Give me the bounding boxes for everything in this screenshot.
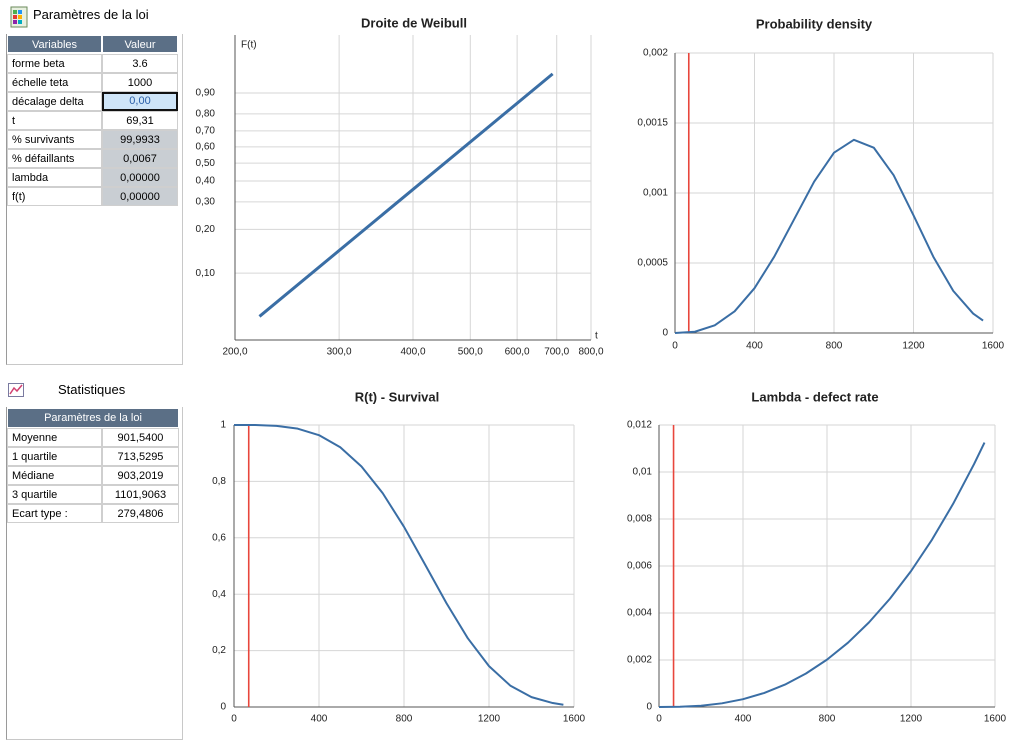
stat-value: 1101,9063	[102, 485, 179, 504]
variable-value: 99,9933	[102, 130, 178, 149]
y-tick-label: 0,10	[196, 268, 216, 279]
x-tick-label: 500,0	[458, 347, 483, 358]
y-tick-label: 0,004	[627, 608, 652, 619]
y-axis-label: F(t)	[241, 40, 257, 51]
stat-value: 903,2019	[102, 466, 179, 485]
x-tick-label: 700,0	[544, 347, 569, 358]
y-tick-label: 0	[220, 702, 226, 713]
y-tick-label: 0	[646, 702, 652, 713]
stat-value: 279,4806	[102, 504, 179, 523]
chart-title: Probability density	[756, 16, 873, 31]
y-tick-label: 0,006	[627, 561, 652, 572]
y-tick-label: 0,001	[643, 188, 668, 199]
panel-frame	[6, 34, 183, 365]
data-line	[658, 442, 986, 708]
x-tick-label: 800,0	[578, 347, 603, 358]
y-tick-label: 0,20	[196, 224, 216, 235]
y-tick-label: 0,70	[196, 126, 216, 137]
variable-value[interactable]: 69,31	[102, 111, 178, 130]
x-tick-label: 400,0	[400, 347, 425, 358]
y-tick-label: 0,01	[633, 467, 653, 478]
y-tick-label: 0,008	[627, 514, 652, 525]
variable-name: forme beta	[7, 54, 102, 73]
variable-name: % survivants	[7, 130, 102, 149]
y-tick-label: 0,0005	[637, 258, 668, 269]
y-tick-label: 0,6	[212, 532, 226, 543]
chart-title: Lambda - defect rate	[751, 389, 878, 404]
x-tick-label: 800	[819, 714, 836, 725]
x-axis-label: t	[595, 331, 598, 342]
x-tick-label: 1600	[984, 714, 1007, 725]
variable-value: 0,0067	[102, 149, 178, 168]
variable-value[interactable]: 0,00	[102, 92, 178, 111]
x-tick-label: 0	[656, 714, 662, 725]
stats-icon	[8, 383, 24, 397]
y-tick-label: 0,80	[196, 109, 216, 120]
y-tick-label: 0,30	[196, 197, 216, 208]
y-tick-label: 0,2	[212, 645, 226, 656]
y-tick-label: 0,4	[212, 589, 226, 600]
x-tick-label: 0	[231, 714, 237, 725]
variable-value: 0,00000	[102, 168, 178, 187]
x-tick-label: 0	[672, 341, 678, 352]
y-tick-label: 0,002	[643, 48, 668, 59]
x-tick-label: 1200	[478, 714, 501, 725]
y-tick-label: 0,012	[627, 420, 652, 431]
x-tick-label: 1200	[900, 714, 923, 725]
x-tick-label: 400	[311, 714, 328, 725]
panel-title: Statistiques	[58, 382, 126, 397]
variable-value[interactable]: 1000	[102, 73, 178, 92]
y-tick-label: 0,60	[196, 141, 216, 152]
y-tick-label: 0,0015	[637, 118, 668, 129]
chart-title: R(t) - Survival	[355, 389, 440, 404]
x-tick-label: 1600	[563, 714, 586, 725]
y-tick-label: 0,8	[212, 476, 226, 487]
data-line	[674, 138, 984, 334]
y-tick-label: 0	[662, 328, 668, 339]
stat-name: Médiane	[7, 466, 102, 485]
x-tick-label: 800	[826, 341, 843, 352]
y-tick-label: 0,90	[196, 88, 216, 99]
column-header: Variables	[7, 35, 102, 53]
x-tick-label: 1600	[982, 341, 1005, 352]
column-header: Valeur	[102, 35, 178, 53]
y-tick-label: 1	[220, 420, 226, 431]
chart-title: Droite de Weibull	[361, 15, 467, 30]
params-icon	[10, 6, 28, 28]
x-tick-label: 800	[396, 714, 413, 725]
stat-name: Moyenne	[7, 428, 102, 447]
variable-name: f(t)	[7, 187, 102, 206]
stat-name: 3 quartile	[7, 485, 102, 504]
variable-name: échelle teta	[7, 73, 102, 92]
stat-name: Ecart type :	[7, 504, 102, 523]
x-tick-label: 300,0	[327, 347, 352, 358]
table-header: Paramètres de la loi	[7, 408, 179, 428]
x-tick-label: 400	[746, 341, 763, 352]
stat-value: 713,5295	[102, 447, 179, 466]
x-tick-label: 1200	[902, 341, 925, 352]
panel-frame	[6, 407, 183, 740]
x-tick-label: 600,0	[505, 347, 530, 358]
stat-value: 901,5400	[102, 428, 179, 447]
variable-name: % défaillants	[7, 149, 102, 168]
variable-name: t	[7, 111, 102, 130]
x-tick-label: 200,0	[222, 347, 247, 358]
variable-value: 0,00000	[102, 187, 178, 206]
y-tick-label: 0,50	[196, 158, 216, 169]
variable-value[interactable]: 3.6	[102, 54, 178, 73]
y-tick-label: 0,40	[196, 176, 216, 187]
variable-name: lambda	[7, 168, 102, 187]
data-line	[258, 72, 554, 318]
panel-title: Paramètres de la loi	[33, 7, 149, 22]
variable-name: décalage delta	[7, 92, 102, 111]
data-line	[234, 424, 564, 706]
x-tick-label: 400	[735, 714, 752, 725]
y-tick-label: 0,002	[627, 655, 652, 666]
stat-name: 1 quartile	[7, 447, 102, 466]
